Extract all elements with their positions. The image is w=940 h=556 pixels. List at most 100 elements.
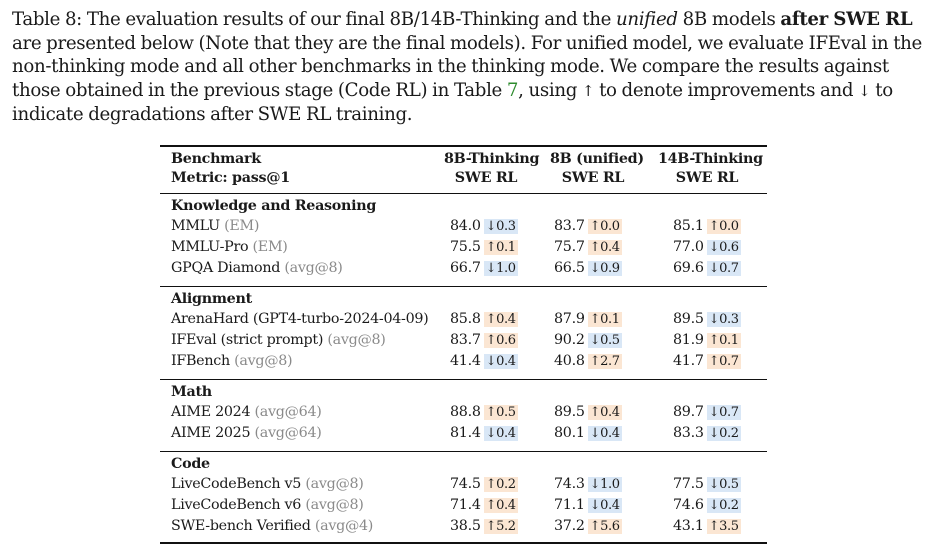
score-cell: 77.0 ↓0.6 [673, 239, 741, 255]
benchmark-name: IFBench (avg@8) [171, 353, 293, 369]
score-cell: 81.9 ↑0.1 [673, 332, 741, 348]
benchmark-metric: (avg@8) [327, 332, 386, 348]
section-title: Code [171, 456, 210, 472]
table-row: SWE-bench Verified (avg@4) 38.5 ↑5.2 37.2 ↑5… [160, 518, 767, 539]
section-title: Knowledge and Reasoning [171, 198, 377, 214]
benchmark-name: SWE-bench Verified (avg@4) [171, 518, 373, 534]
score-cell: 85.8 ↑0.4 [450, 311, 518, 327]
header-8b-thinking-sub: SWE RL [454, 170, 518, 186]
score-value: 74.3 [554, 476, 585, 492]
degradation-delta: ↓1.0 [587, 477, 622, 492]
improvement-delta: ↑5.2 [483, 519, 518, 534]
improvement-delta: ↑0.6 [483, 333, 518, 348]
score-value: 71.1 [554, 497, 585, 513]
score-value: 38.5 [450, 518, 481, 534]
score-cell: 85.1 ↑0.0 [673, 218, 741, 234]
score-value: 87.9 [554, 311, 585, 327]
caption-text-1: Table 8: The evaluation results of our f… [12, 9, 616, 30]
score-cell: 41.4 ↓0.4 [450, 353, 518, 369]
benchmark-label: AIME 2024 [171, 404, 251, 420]
section-rule [160, 451, 767, 452]
score-value: 71.4 [450, 497, 481, 513]
caption-text-5: to denote improvements and [594, 79, 859, 101]
table-row: ArenaHard (GPT4-turbo-2024-04-09) 85.8 ↑0.… [160, 311, 767, 332]
degradation-delta: ↓0.7 [706, 405, 741, 420]
score-value: 41.4 [450, 353, 481, 369]
score-cell: 71.1 ↓0.4 [554, 497, 622, 513]
score-cell: 74.6 ↓0.2 [673, 497, 741, 513]
section-rule [160, 286, 767, 287]
improvement-delta: ↑0.1 [706, 333, 741, 348]
score-value: 88.8 [450, 404, 481, 420]
score-value: 89.7 [673, 404, 704, 420]
score-value: 69.6 [673, 260, 704, 276]
degradation-delta: ↓0.9 [587, 261, 622, 276]
improvement-delta: ↑0.2 [483, 477, 518, 492]
improvement-delta: ↑2.7 [587, 354, 622, 369]
caption-unified: unified [615, 9, 678, 30]
benchmark-name: GPQA Diamond (avg@8) [171, 260, 343, 276]
score-cell: 37.2 ↑5.6 [554, 518, 622, 534]
benchmark-metric: (avg@8) [234, 353, 293, 369]
benchmark-metric: (avg@8) [305, 476, 364, 492]
table-row: AIME 2025 (avg@64) 81.4 ↓0.4 80.1 ↓0.4 83.3 ↓0… [160, 425, 767, 446]
score-cell: 90.2 ↓0.5 [554, 332, 622, 348]
degradation-delta: ↓0.4 [587, 498, 622, 513]
score-value: 89.5 [554, 404, 585, 420]
score-cell: 74.3 ↓1.0 [554, 476, 622, 492]
score-value: 74.5 [450, 476, 481, 492]
table-row: MMLU (EM) 84.0 ↓0.3 83.7 ↑0.0 85.1 ↑0.0 [160, 218, 767, 239]
score-value: 83.7 [554, 218, 585, 234]
score-value: 75.5 [450, 239, 481, 255]
improvement-delta: ↑0.4 [483, 498, 518, 513]
score-cell: 40.8 ↑2.7 [554, 353, 622, 369]
header-8b-unified-sub: SWE RL [561, 170, 625, 186]
degradation-delta: ↓0.4 [483, 426, 518, 441]
header-8b-thinking: 8B-Thinking [444, 151, 540, 167]
degradation-delta: ↓0.2 [706, 498, 741, 513]
score-cell: 41.7 ↑0.7 [673, 353, 741, 369]
caption-text-2: 8B models [677, 9, 781, 30]
improvement-delta: ↑0.0 [706, 219, 741, 234]
benchmark-label: GPQA Diamond [171, 260, 281, 276]
score-value: 84.0 [450, 218, 481, 234]
score-cell: 66.7 ↓1.0 [450, 260, 518, 276]
score-value: 66.7 [450, 260, 481, 276]
score-value: 40.8 [554, 353, 585, 369]
benchmark-name: MMLU-Pro (EM) [171, 239, 288, 255]
benchmark-label: IFEval (strict prompt) [171, 332, 324, 348]
score-cell: 89.5 ↓0.3 [673, 311, 741, 327]
score-value: 85.8 [450, 311, 481, 327]
caption-text-4: , using [518, 79, 582, 101]
score-value: 74.6 [673, 497, 704, 513]
benchmark-name: AIME 2025 (avg@64) [171, 425, 322, 441]
score-value: 83.3 [673, 425, 704, 441]
caption-text-6: to indicate degradations after SWE RL tr… [12, 79, 893, 126]
score-cell: 38.5 ↑5.2 [450, 518, 518, 534]
benchmark-name: ArenaHard (GPT4-turbo-2024-04-09) [171, 311, 429, 327]
improvement-delta: ↑0.4 [587, 405, 622, 420]
score-cell: 77.5 ↓0.5 [673, 476, 741, 492]
score-value: 77.5 [673, 476, 704, 492]
degradation-delta: ↓0.4 [587, 426, 622, 441]
benchmark-name: LiveCodeBench v5 (avg@8) [171, 476, 364, 492]
benchmark-label: MMLU [171, 218, 220, 234]
benchmark-label: ArenaHard (GPT4-turbo-2024-04-09) [171, 311, 429, 327]
header-14b-thinking-sub: SWE RL [675, 170, 739, 186]
up-arrow-icon: ↑ [581, 81, 595, 100]
improvement-delta: ↑0.1 [483, 240, 518, 255]
header-14b-thinking: 14B-Thinking [658, 151, 763, 167]
degradation-delta: ↓0.5 [587, 333, 622, 348]
score-value: 89.5 [673, 311, 704, 327]
score-value: 81.9 [673, 332, 704, 348]
degradation-delta: ↓0.3 [706, 312, 741, 327]
table-7-link[interactable]: 7 [506, 79, 519, 101]
score-cell: 89.7 ↓0.7 [673, 404, 741, 420]
caption-text-3: are presented below (Note that they are … [12, 32, 922, 101]
score-cell: 83.7 ↑0.6 [450, 332, 518, 348]
score-cell: 74.5 ↑0.2 [450, 476, 518, 492]
score-cell: 84.0 ↓0.3 [450, 218, 518, 234]
down-arrow-icon: ↓ [858, 81, 871, 100]
table-row: LiveCodeBench v6 (avg@8) 71.4 ↑0.4 71.1 ↓0.4… [160, 497, 767, 518]
improvement-delta: ↑0.4 [587, 240, 622, 255]
